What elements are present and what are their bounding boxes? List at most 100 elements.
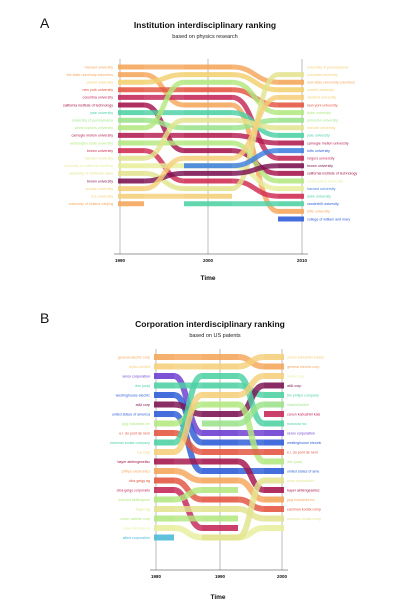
ranking-ribbon <box>231 64 279 85</box>
panel-b-letter: B <box>40 310 49 326</box>
left-rank-label: brown university <box>87 149 113 153</box>
left-rank-label: cornell university <box>86 81 113 85</box>
ranking-ribbon <box>173 468 203 484</box>
left-rank-label: xerox corporation <box>122 374 150 378</box>
left-rank-label: at&t corp <box>136 403 150 407</box>
left-rank-label: union carbide corp <box>120 517 150 521</box>
left-rank-label: johns hopkins university <box>74 126 113 130</box>
left-rank-label: the state university columbus <box>67 73 114 77</box>
right-rank-label: motorola inc <box>287 422 307 426</box>
right-rank-label: eastman kodak comp <box>287 517 321 521</box>
ranking-ribbon <box>231 178 279 199</box>
right-rank-label: brown university <box>307 164 333 168</box>
left-rank-label: bayer aktiengesellsc <box>117 460 150 464</box>
panel-b-subtitle: based on US patents <box>189 333 241 339</box>
left-rank-label: e.i. du pont de nem <box>119 431 150 435</box>
right-rank-label: duke university <box>307 111 331 115</box>
ranking-ribbon <box>237 373 265 398</box>
left-rank-label: washington state university <box>70 141 113 145</box>
x-tick-label: 2010 <box>297 258 308 263</box>
left-rank-label: westinghouse electric <box>116 393 151 397</box>
left-rank-label: rice university <box>91 195 113 199</box>
left-rank-label: allied corporation <box>123 536 150 540</box>
right-rank-label: eastman kodak comp <box>287 507 321 511</box>
ranking-ribbon <box>231 140 279 184</box>
left-rank-label: columbia university <box>82 96 113 100</box>
ranking-ribbon <box>236 401 266 465</box>
right-rank-label: xerox corp <box>287 374 304 378</box>
panel-a-chart: harvard university the state university c… <box>63 59 357 263</box>
left-rank-label: new york university <box>82 88 113 92</box>
right-rank-label: harvard university <box>307 126 336 130</box>
panel-a-x-axis-label: Time <box>200 275 215 282</box>
ranking-ribbon <box>173 430 203 455</box>
left-rank-label: harvard university <box>85 65 114 69</box>
ranking-ribbon <box>173 525 203 541</box>
right-rank-label: e.i. du pont de nem <box>287 450 318 454</box>
left-rank-label: brown university <box>87 179 113 183</box>
panel-b-chart: general electric corp fujitsu limited xero… <box>110 349 324 579</box>
ranking-ribbon <box>231 163 279 176</box>
x-tick-label: 2000 <box>277 574 288 579</box>
left-rank-label: harvard university <box>85 157 114 161</box>
left-rank-label: university of california berkeley <box>64 164 113 168</box>
left-rank-label: university of california davis <box>69 172 113 176</box>
x-tick-label: 1980 <box>151 574 162 579</box>
right-rank-label: new state university columbus <box>307 81 355 85</box>
right-rank-label: bayer aktiengesellsc <box>287 488 320 492</box>
right-rank-label: northeastern university <box>307 179 344 183</box>
right-rank-label: yale university <box>307 134 330 138</box>
left-rank-label: dow chemical co <box>123 526 150 530</box>
right-rank-label: canon kabushiki kais <box>287 412 320 416</box>
panel-a-subtitle: based on physics research <box>172 34 237 40</box>
ranking-ribbon <box>143 79 185 131</box>
right-rank-label: harvard university <box>307 187 336 191</box>
right-rank-label: general electric corp <box>287 365 319 369</box>
left-rank-label: united states of america <box>112 412 150 416</box>
left-rank-label: bayer ag <box>136 507 150 511</box>
left-rank-label: yale university <box>90 111 113 115</box>
ranking-ribbon <box>143 102 185 154</box>
right-rank-label: tufts university <box>307 210 330 214</box>
right-rank-label: hitachi limited <box>287 403 309 407</box>
right-rank-label: westinghouse electric <box>287 441 322 445</box>
ranking-ribbon <box>143 117 185 131</box>
right-rank-label: ibm (usa) <box>287 460 302 464</box>
ranking-ribbon <box>173 487 203 503</box>
ranking-ribbon <box>237 401 265 427</box>
x-tick-label: 1990 <box>215 574 226 579</box>
right-rank-label: duke university <box>307 195 331 199</box>
right-rank-label: sony corporation <box>287 479 314 483</box>
right-rank-label: college of william and mary <box>307 217 350 221</box>
left-rank-label: purdue university <box>86 187 114 191</box>
left-rank-label: ibm (usa) <box>135 384 150 388</box>
ranking-ribbon <box>143 72 185 85</box>
ranking-ribbon <box>236 477 266 541</box>
left-rank-label: general electric corp <box>118 355 150 359</box>
ranking-ribbon <box>172 373 204 446</box>
ranking-ribbon <box>231 79 279 116</box>
right-rank-label: university of pennsylvania <box>307 65 348 69</box>
ranking-ribbon <box>237 458 265 493</box>
right-rank-label: xerox corporation <box>287 431 315 435</box>
ranking-ribbon <box>231 94 279 161</box>
right-rank-label: cornell university <box>307 88 334 92</box>
left-rank-label: eastman kodak company <box>110 441 150 445</box>
left-rank-label: ppg industries inc <box>122 422 150 426</box>
left-rank-label: rca corp <box>137 450 150 454</box>
right-rank-label: stanford university <box>307 96 336 100</box>
ranking-ribbon <box>231 72 279 93</box>
right-rank-label: rutgers university <box>307 157 335 161</box>
x-tick-label: 1990 <box>115 258 126 263</box>
left-rank-label: hoechst aktiengesel <box>118 498 150 502</box>
left-rank-label: ciba-geigy corporatio <box>117 488 150 492</box>
left-rank-label: university of pennsylvania <box>72 119 113 123</box>
right-rank-label: ppg industries inc <box>287 498 315 502</box>
right-rank-label: columbia university <box>307 73 338 77</box>
left-rank-label: university of indiana nanjing <box>69 202 113 206</box>
ranking-ribbon <box>236 373 266 427</box>
left-rank-label: ciba geigy ag <box>129 479 150 483</box>
panel-a-title: Institution interdisciplinary ranking <box>134 20 276 30</box>
ranking-ribbon <box>237 477 265 503</box>
right-rank-label: canon kabushiki kaisha <box>287 355 324 359</box>
